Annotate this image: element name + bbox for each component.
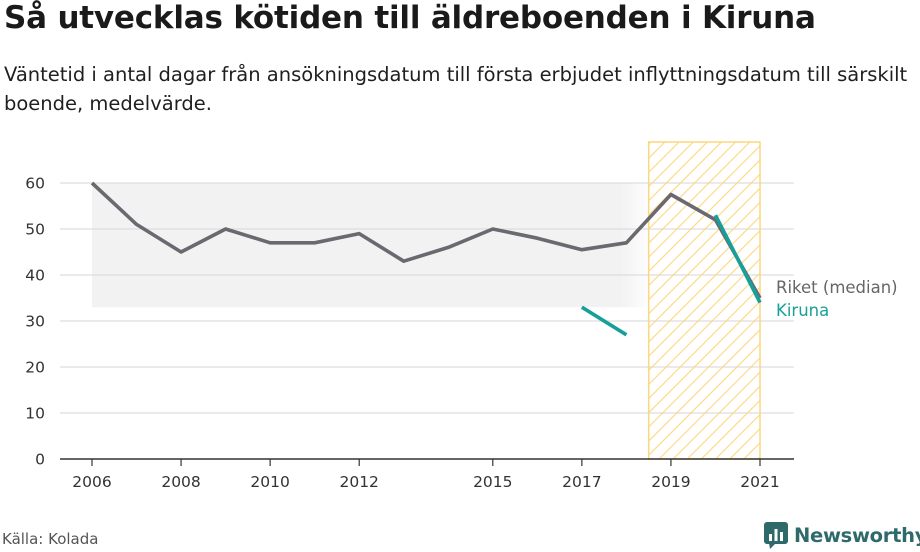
y-tick-label: 10: [25, 405, 45, 423]
x-tick-label: 2006: [72, 473, 111, 491]
x-tick-label: 2012: [339, 473, 378, 491]
series-line-riket: [90, 181, 762, 299]
x-tick-label: 2010: [250, 473, 289, 491]
legend-label-riket: Riket (median): [776, 278, 898, 297]
series-line-kiruna: [713, 214, 762, 304]
x-tick-label: 2021: [740, 473, 779, 491]
series-line-kiruna: [580, 305, 628, 337]
y-tick-label: 50: [25, 221, 45, 239]
x-tick-label: 2015: [473, 473, 512, 491]
y-tick-label: 40: [25, 267, 45, 285]
y-tick-label: 20: [25, 359, 45, 377]
y-tick-label: 30: [25, 313, 45, 331]
y-tick-label: 0: [35, 451, 45, 469]
chat-chart-icon: [764, 522, 788, 549]
newsworthy-logo: Newsworthy: [764, 520, 920, 550]
chart-subtitle: Väntetid i antal dagar från ansökningsda…: [4, 63, 908, 115]
y-tick-label: 60: [25, 175, 45, 193]
highlight-period: [647, 141, 761, 460]
x-tick-label: 2008: [161, 473, 200, 491]
source-note: Källa: Kolada: [2, 530, 99, 548]
brand-name: Newsworthy: [794, 523, 920, 547]
legend-label-kiruna: Kiruna: [776, 301, 829, 320]
x-tick-label: 2017: [562, 473, 601, 491]
chart-title: Så utvecklas kötiden till äldreboenden i…: [4, 0, 816, 36]
x-tick-label: 2019: [651, 473, 690, 491]
